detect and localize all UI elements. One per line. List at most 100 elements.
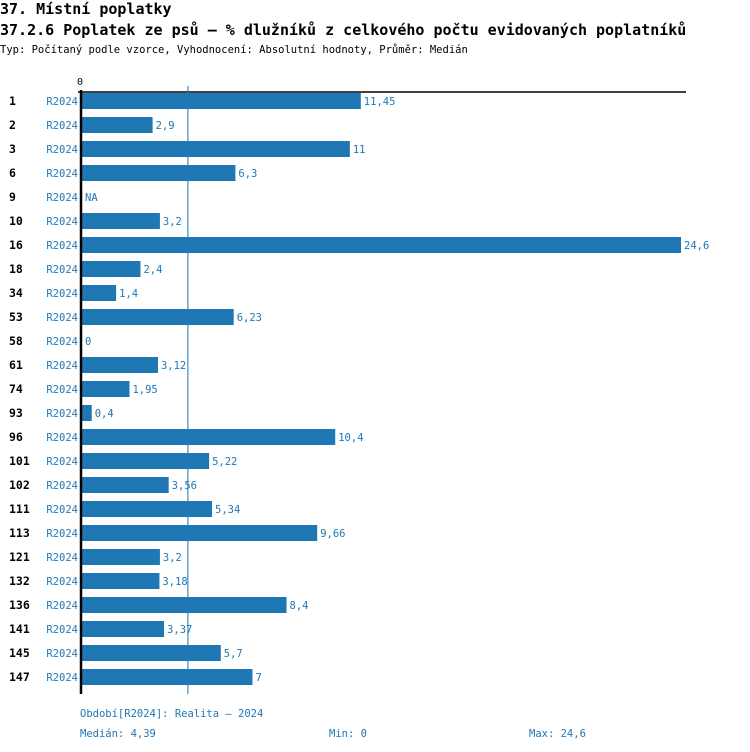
period-label: R2024 xyxy=(46,288,78,300)
value-label: 10,4 xyxy=(338,432,363,444)
bar xyxy=(82,669,253,685)
value-label: 2,9 xyxy=(156,120,175,132)
value-label: 3,2 xyxy=(163,216,182,228)
category-label: 93 xyxy=(9,406,23,420)
period-label: R2024 xyxy=(46,504,78,516)
bar xyxy=(82,645,221,661)
x-tick-label-0: 0 xyxy=(77,77,83,88)
value-label: NA xyxy=(85,192,98,204)
value-label: 3,12 xyxy=(161,360,186,372)
category-label: 147 xyxy=(9,670,30,684)
bar xyxy=(82,237,681,253)
bar xyxy=(82,525,318,541)
bar xyxy=(82,597,287,613)
median-stat: Medián: 4,39 xyxy=(80,728,156,740)
value-label: 3,56 xyxy=(172,480,197,492)
category-label: 145 xyxy=(9,646,30,660)
category-label: 61 xyxy=(9,358,23,372)
value-label: 0,4 xyxy=(95,408,114,420)
category-label: 2 xyxy=(9,118,16,132)
category-label: 16 xyxy=(9,238,23,252)
period-label: R2024 xyxy=(46,648,78,660)
bar xyxy=(82,93,361,109)
period-label: R2024 xyxy=(46,312,78,324)
value-label: 2,4 xyxy=(143,264,162,276)
bar xyxy=(82,117,153,133)
value-label: 0 xyxy=(85,336,91,348)
period-label: R2024 xyxy=(46,96,78,108)
bar xyxy=(82,549,160,565)
period-label: R2024 xyxy=(46,240,78,252)
bar xyxy=(82,141,350,157)
value-label: 8,4 xyxy=(290,600,309,612)
period-label: R2024 xyxy=(46,336,78,348)
category-label: 74 xyxy=(9,382,23,396)
period-label: R2024 xyxy=(46,672,78,684)
category-label: 3 xyxy=(9,142,16,156)
category-label: 58 xyxy=(9,334,23,348)
bar xyxy=(82,357,158,373)
bar xyxy=(82,213,160,229)
period-label: R2024 xyxy=(46,120,78,132)
value-label: 11 xyxy=(353,144,366,156)
value-label: 1,4 xyxy=(119,288,138,300)
max-stat: Max: 24,6 xyxy=(529,728,586,740)
period-label: R2024 xyxy=(46,480,78,492)
category-label: 6 xyxy=(9,166,16,180)
category-label: 9 xyxy=(9,190,16,204)
period-label: R2024 xyxy=(46,552,78,564)
category-label: 34 xyxy=(9,286,23,300)
period-label: R2024 xyxy=(46,456,78,468)
value-label: 7 xyxy=(255,672,261,684)
bar xyxy=(82,285,117,301)
period-label: R2024 xyxy=(46,192,78,204)
period-label: R2024 xyxy=(46,624,78,636)
period-label: R2024 xyxy=(46,360,78,372)
bar xyxy=(82,501,213,517)
bar xyxy=(82,453,210,469)
value-label: 5,22 xyxy=(212,456,237,468)
value-label: 24,6 xyxy=(684,240,709,252)
period-label: R2024 xyxy=(46,264,78,276)
category-label: 96 xyxy=(9,430,23,444)
value-label: 5,34 xyxy=(215,504,240,516)
period-label: R2024 xyxy=(46,600,78,612)
period-legend: Období[R2024]: Realita – 2024 xyxy=(80,708,264,720)
bar xyxy=(82,477,169,493)
section-title: 37. Místní poplatky xyxy=(0,0,172,18)
category-label: 136 xyxy=(9,598,30,612)
value-label: 5,7 xyxy=(224,648,243,660)
category-label: 53 xyxy=(9,310,23,324)
category-label: 121 xyxy=(9,550,30,564)
value-label: 6,3 xyxy=(238,168,257,180)
bar xyxy=(82,405,92,421)
period-label: R2024 xyxy=(46,216,78,228)
bar xyxy=(82,429,336,445)
value-label: 1,95 xyxy=(132,384,157,396)
bar xyxy=(82,309,234,325)
category-label: 111 xyxy=(9,502,30,516)
value-label: 9,66 xyxy=(320,528,345,540)
value-label: 11,45 xyxy=(364,96,396,108)
category-label: 1 xyxy=(9,94,16,108)
period-label: R2024 xyxy=(46,528,78,540)
bar xyxy=(82,381,130,397)
category-label: 102 xyxy=(9,478,30,492)
value-label: 6,23 xyxy=(237,312,262,324)
period-label: R2024 xyxy=(46,576,78,588)
period-label: R2024 xyxy=(46,168,78,180)
chart-title: 37.2.6 Poplatek ze psů – % dlužníků z ce… xyxy=(0,21,687,39)
category-label: 10 xyxy=(9,214,23,228)
value-label: 3,37 xyxy=(167,624,192,636)
value-label: 3,2 xyxy=(163,552,182,564)
bar xyxy=(82,573,160,589)
bar xyxy=(82,261,141,277)
period-label: R2024 xyxy=(46,384,78,396)
period-label: R2024 xyxy=(46,432,78,444)
category-label: 113 xyxy=(9,526,30,540)
category-label: 18 xyxy=(9,262,23,276)
value-label: 3,18 xyxy=(162,576,187,588)
category-label: 101 xyxy=(9,454,30,468)
category-label: 132 xyxy=(9,574,30,588)
